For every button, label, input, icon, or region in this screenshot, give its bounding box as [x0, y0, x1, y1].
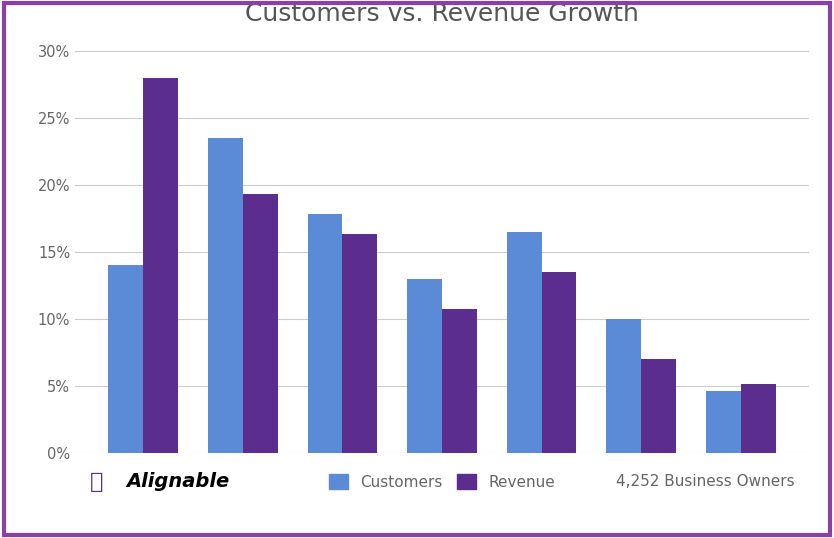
- Bar: [308, 214, 343, 452]
- Bar: [507, 232, 541, 452]
- Bar: [143, 78, 178, 452]
- Bar: [606, 318, 641, 452]
- Text: 4,252 Business Owners: 4,252 Business Owners: [615, 475, 794, 490]
- Bar: [108, 265, 143, 452]
- Title: Customers vs. Revenue Growth: Customers vs. Revenue Growth: [245, 2, 639, 26]
- Bar: [706, 391, 741, 452]
- Text: 🌀: 🌀: [90, 472, 103, 492]
- Text: Alignable: Alignable: [127, 472, 229, 491]
- Bar: [741, 384, 776, 452]
- Bar: [208, 138, 243, 452]
- Bar: [243, 194, 278, 452]
- Legend: Customers, Revenue: Customers, Revenue: [329, 474, 555, 490]
- Bar: [343, 235, 377, 452]
- Bar: [641, 359, 676, 452]
- Bar: [541, 272, 576, 452]
- Bar: [442, 309, 477, 452]
- Bar: [407, 279, 442, 452]
